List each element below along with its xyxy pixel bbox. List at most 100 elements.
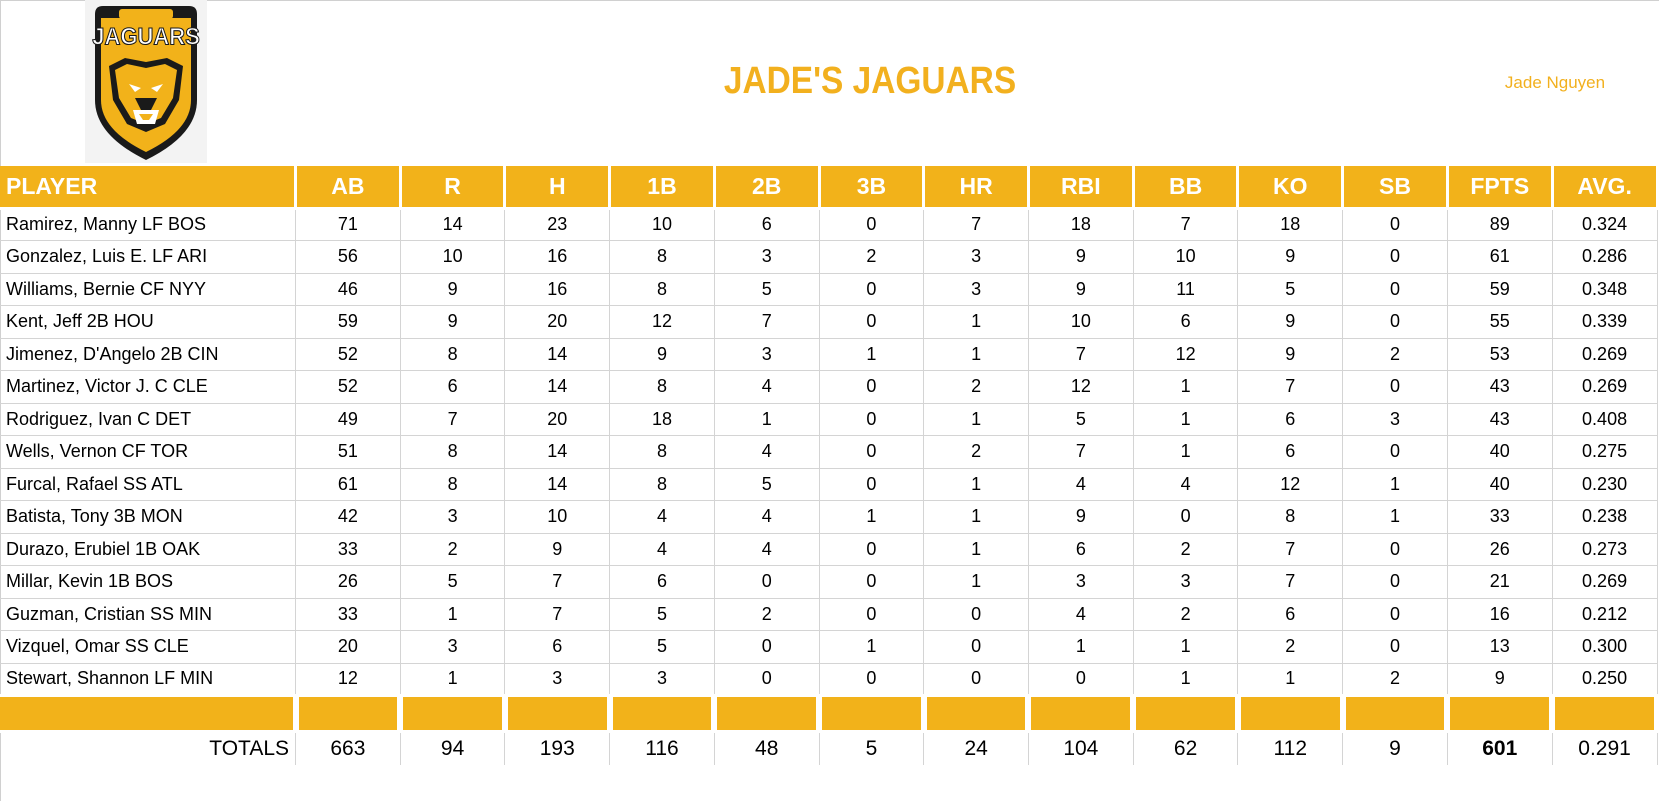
cell-h[interactable]: 20 <box>504 305 611 339</box>
cell-rbi[interactable]: 5 <box>1028 403 1134 436</box>
cell-rbi[interactable]: 4 <box>1028 468 1134 501</box>
total-2b[interactable]: 48 <box>714 731 820 765</box>
cell-fpts[interactable]: 33 <box>1447 500 1553 534</box>
cell-h[interactable]: 20 <box>504 403 611 436</box>
cell-bb[interactable]: 2 <box>1133 598 1239 631</box>
cell-r[interactable]: 9 <box>400 305 506 339</box>
cell-1b[interactable]: 9 <box>609 338 715 371</box>
cell-player[interactable]: Batista, Tony 3B MON <box>0 500 297 534</box>
cell-player[interactable]: Furcal, Rafael SS ATL <box>0 468 297 501</box>
cell-ab[interactable]: 51 <box>295 435 401 469</box>
cell-3b[interactable]: 0 <box>819 435 925 469</box>
cell-2b[interactable]: 3 <box>714 240 820 274</box>
cell-ab[interactable]: 52 <box>295 370 401 404</box>
totals-label[interactable]: TOTALS <box>0 731 297 765</box>
cell-player[interactable]: Ramirez, Manny LF BOS <box>0 208 297 241</box>
column-header-r[interactable]: R <box>400 166 507 210</box>
cell-player[interactable]: Millar, Kevin 1B BOS <box>0 565 297 599</box>
cell-hr[interactable]: 2 <box>923 435 1029 469</box>
cell-hr[interactable]: 7 <box>923 208 1029 241</box>
cell-bb[interactable]: 7 <box>1133 208 1239 241</box>
cell-player[interactable]: Wells, Vernon CF TOR <box>0 435 297 469</box>
cell-avg[interactable]: 0.275 <box>1552 435 1658 469</box>
cell-ab[interactable]: 46 <box>295 273 401 306</box>
cell-fpts[interactable]: 9 <box>1447 663 1553 696</box>
cell-1b[interactable]: 8 <box>609 273 715 306</box>
cell-bb[interactable]: 1 <box>1133 663 1239 696</box>
cell-ab[interactable]: 33 <box>295 533 401 566</box>
cell-avg[interactable]: 0.339 <box>1552 305 1658 339</box>
cell-ab[interactable]: 20 <box>295 630 401 664</box>
cell-2b[interactable]: 4 <box>714 533 820 566</box>
total-sb[interactable]: 9 <box>1342 731 1448 765</box>
cell-player[interactable]: Jimenez, D'Angelo 2B CIN <box>0 338 297 371</box>
cell-ko[interactable]: 7 <box>1237 565 1344 599</box>
cell-player[interactable]: Kent, Jeff 2B HOU <box>0 305 297 339</box>
cell-h[interactable]: 16 <box>504 240 611 274</box>
cell-h[interactable]: 6 <box>504 630 611 664</box>
cell-3b[interactable]: 0 <box>819 273 925 306</box>
cell-ko[interactable]: 7 <box>1237 370 1344 404</box>
cell-1b[interactable]: 12 <box>609 305 715 339</box>
cell-ko[interactable]: 7 <box>1237 533 1344 566</box>
cell-fpts[interactable]: 55 <box>1447 305 1553 339</box>
cell-hr[interactable]: 3 <box>923 273 1029 306</box>
cell-ko[interactable]: 9 <box>1237 338 1344 371</box>
cell-fpts[interactable]: 16 <box>1447 598 1553 631</box>
column-header-h[interactable]: H <box>504 166 612 210</box>
cell-rbi[interactable]: 7 <box>1028 338 1134 371</box>
cell-1b[interactable]: 8 <box>609 370 715 404</box>
cell-1b[interactable]: 3 <box>609 663 715 696</box>
cell-3b[interactable]: 0 <box>819 370 925 404</box>
cell-sb[interactable]: 0 <box>1342 240 1448 274</box>
cell-r[interactable]: 3 <box>400 630 506 664</box>
cell-3b[interactable]: 0 <box>819 403 925 436</box>
cell-avg[interactable]: 0.269 <box>1552 338 1658 371</box>
cell-bb[interactable]: 10 <box>1133 240 1239 274</box>
cell-3b[interactable]: 1 <box>819 338 925 371</box>
cell-h[interactable]: 9 <box>504 533 611 566</box>
cell-hr[interactable]: 3 <box>923 240 1029 274</box>
cell-h[interactable]: 10 <box>504 500 611 534</box>
column-header-bb[interactable]: BB <box>1133 166 1240 210</box>
cell-rbi[interactable]: 4 <box>1028 598 1134 631</box>
cell-2b[interactable]: 6 <box>714 208 820 241</box>
cell-avg[interactable]: 0.273 <box>1552 533 1658 566</box>
cell-sb[interactable]: 2 <box>1342 663 1448 696</box>
cell-player[interactable]: Gonzalez, Luis E. LF ARI <box>0 240 297 274</box>
cell-r[interactable]: 8 <box>400 338 506 371</box>
cell-3b[interactable]: 0 <box>819 468 925 501</box>
cell-bb[interactable]: 3 <box>1133 565 1239 599</box>
cell-ko[interactable]: 18 <box>1237 208 1344 241</box>
cell-ko[interactable]: 2 <box>1237 630 1344 664</box>
cell-player[interactable]: Williams, Bernie CF NYY <box>0 273 297 306</box>
cell-bb[interactable]: 0 <box>1133 500 1239 534</box>
cell-fpts[interactable]: 40 <box>1447 435 1553 469</box>
cell-fpts[interactable]: 53 <box>1447 338 1553 371</box>
cell-bb[interactable]: 12 <box>1133 338 1239 371</box>
cell-1b[interactable]: 6 <box>609 565 715 599</box>
cell-fpts[interactable]: 21 <box>1447 565 1553 599</box>
total-h[interactable]: 193 <box>504 731 611 765</box>
cell-sb[interactable]: 0 <box>1342 435 1448 469</box>
cell-ko[interactable]: 6 <box>1237 598 1344 631</box>
column-header-ko[interactable]: KO <box>1237 166 1345 210</box>
cell-rbi[interactable]: 10 <box>1028 305 1134 339</box>
cell-h[interactable]: 7 <box>504 565 611 599</box>
cell-r[interactable]: 8 <box>400 435 506 469</box>
cell-bb[interactable]: 1 <box>1133 370 1239 404</box>
cell-player[interactable]: Stewart, Shannon LF MIN <box>0 663 297 696</box>
cell-avg[interactable]: 0.250 <box>1552 663 1658 696</box>
cell-sb[interactable]: 0 <box>1342 533 1448 566</box>
total-hr[interactable]: 24 <box>923 731 1029 765</box>
cell-2b[interactable]: 3 <box>714 338 820 371</box>
cell-rbi[interactable]: 6 <box>1028 533 1134 566</box>
column-header-1b[interactable]: 1B <box>609 166 716 210</box>
cell-bb[interactable]: 4 <box>1133 468 1239 501</box>
total-3b[interactable]: 5 <box>819 731 925 765</box>
cell-fpts[interactable]: 40 <box>1447 468 1553 501</box>
cell-ab[interactable]: 12 <box>295 663 401 696</box>
cell-ko[interactable]: 9 <box>1237 240 1344 274</box>
cell-fpts[interactable]: 43 <box>1447 403 1553 436</box>
total-avg[interactable]: 0.291 <box>1552 731 1658 765</box>
